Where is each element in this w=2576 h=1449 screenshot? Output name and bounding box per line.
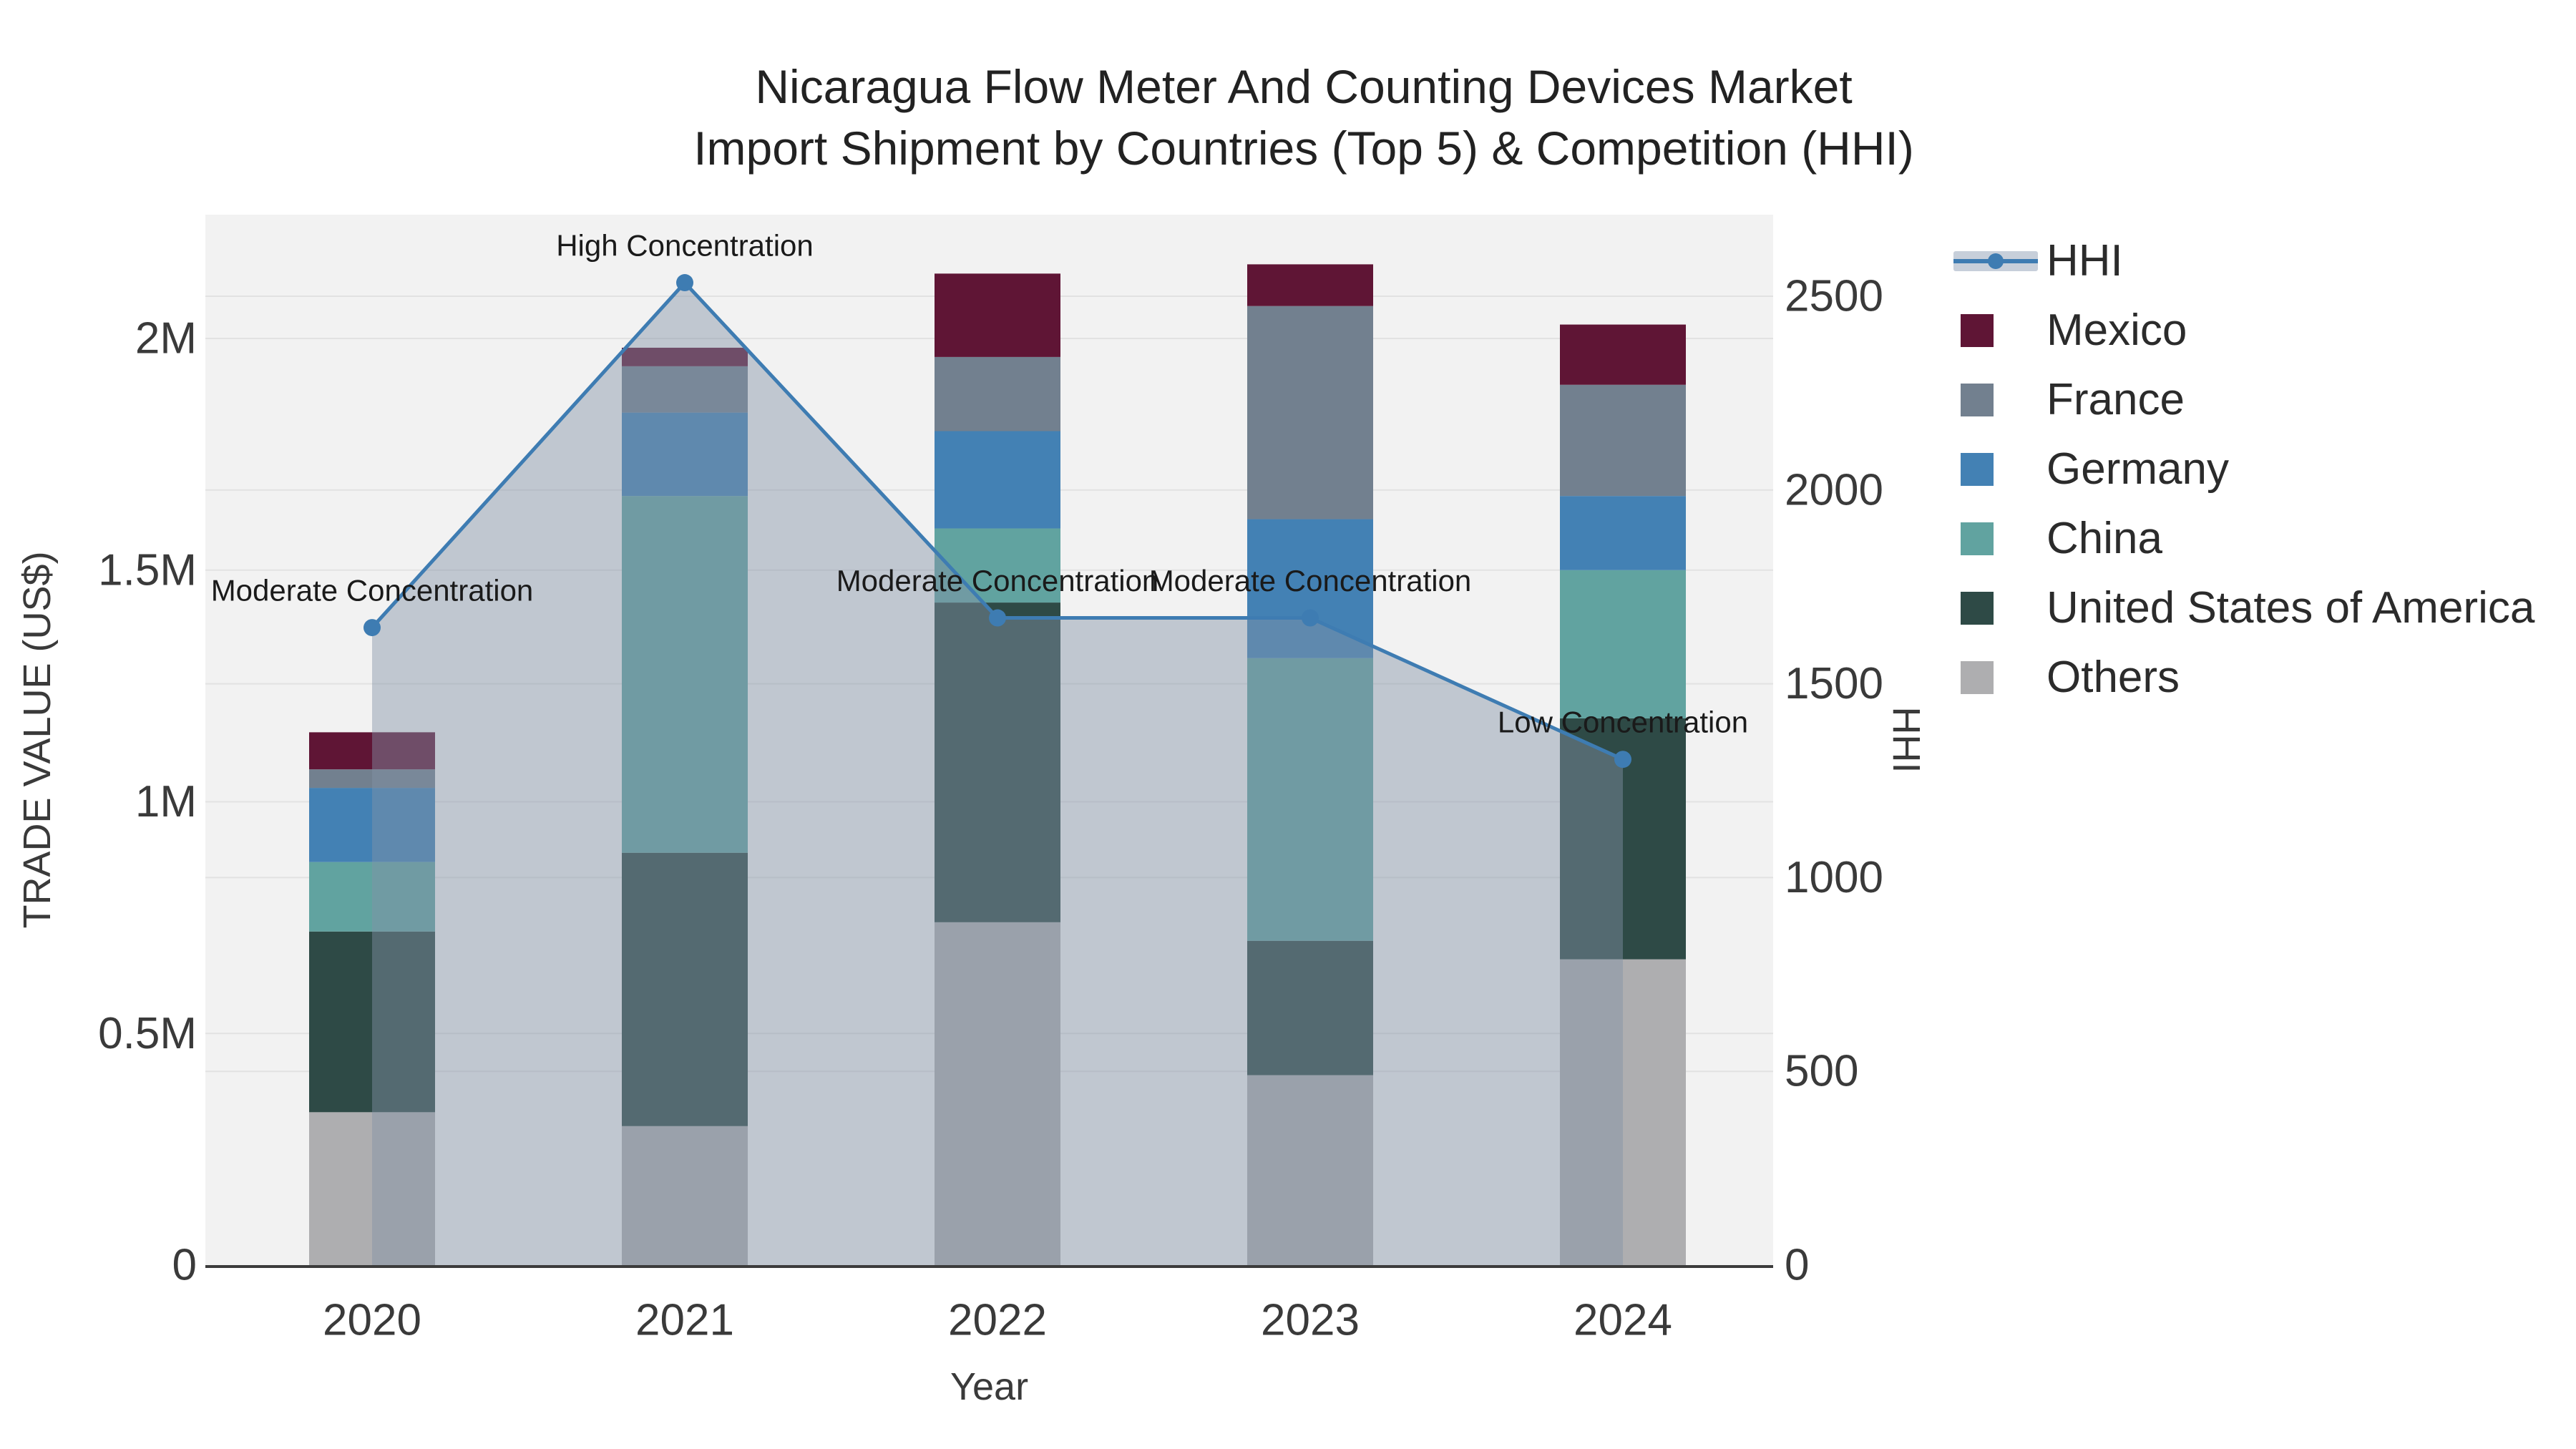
y-right-tick-500: 500	[1785, 1047, 1858, 1096]
legend-color-swatch	[1961, 591, 1994, 625]
bar-segment-others-2022[interactable]	[935, 922, 1060, 1265]
x-tick-2021: 2021	[635, 1296, 734, 1345]
legend-label: United States of America	[2046, 583, 2535, 633]
bar-segment-china-2021[interactable]	[622, 496, 748, 853]
y-right-tick-1000: 1000	[1785, 853, 1883, 902]
hhi-marker-2022[interactable]	[989, 609, 1006, 627]
y-right-tick-2000: 2000	[1785, 465, 1883, 514]
x-tick-2022: 2022	[948, 1296, 1047, 1345]
hhi-marker-2020[interactable]	[364, 619, 381, 637]
legend-item-others[interactable]: Others	[1953, 643, 2534, 712]
bar-segment-united-states-of-america-2020[interactable]	[309, 931, 435, 1113]
legend-color-swatch	[1961, 522, 1994, 555]
y-left-tick-1.5M: 1.5M	[98, 545, 197, 595]
bar-segment-germany-2021[interactable]	[622, 412, 748, 497]
y-right-tick-1500: 1500	[1785, 659, 1883, 708]
legend-swatch-icon	[1953, 311, 2038, 350]
y-left-tick-0: 0	[172, 1241, 197, 1290]
bar-segment-others-2020[interactable]	[309, 1112, 435, 1265]
y-right-axis-title: HHI	[1885, 707, 1928, 774]
legend-label: Others	[2046, 653, 2180, 702]
legend-item-france[interactable]: France	[1953, 365, 2534, 434]
legend-item-germany[interactable]: Germany	[1953, 434, 2534, 504]
bar-segment-france-2024[interactable]	[1560, 384, 1686, 497]
chart-title-line1: Nicaragua Flow Meter And Counting Device…	[755, 60, 1853, 113]
x-tick-2020: 2020	[323, 1296, 421, 1345]
legend-item-china[interactable]: China	[1953, 504, 2534, 573]
hhi-marker-sample	[1988, 253, 2004, 269]
legend-color-swatch	[1961, 660, 1994, 694]
bar-segment-others-2024[interactable]	[1560, 959, 1686, 1265]
legend-color-swatch	[1961, 383, 1994, 416]
hhi-area	[372, 283, 1623, 1266]
bar-segment-china-2022[interactable]	[935, 528, 1060, 603]
y-right-tick-2500: 2500	[1785, 272, 1883, 321]
bar-segment-united-states-of-america-2023[interactable]	[1247, 940, 1373, 1075]
annotation-2020: Moderate Concentration	[211, 574, 534, 608]
bar-segment-mexico-2020[interactable]	[309, 732, 435, 770]
legend-swatch-icon	[1953, 519, 2038, 558]
bar-segment-united-states-of-america-2021[interactable]	[622, 852, 748, 1126]
bar-segment-united-states-of-america-2022[interactable]	[935, 602, 1060, 922]
y-left-tick-1M: 1M	[135, 777, 197, 826]
bar-segment-china-2023[interactable]	[1247, 658, 1373, 941]
x-tick-2023: 2023	[1261, 1296, 1360, 1345]
legend-swatch-icon	[1953, 658, 2038, 697]
annotation-2022: Moderate Concentration	[836, 564, 1159, 597]
bar-segment-france-2023[interactable]	[1247, 306, 1373, 519]
bar-segment-mexico-2021[interactable]	[622, 347, 748, 366]
annotation-2021: High Concentration	[556, 229, 814, 263]
y-left-tick-2M: 2M	[135, 314, 197, 364]
hhi-marker-2021[interactable]	[676, 274, 693, 292]
bar-segment-mexico-2024[interactable]	[1560, 324, 1686, 385]
legend-color-swatch	[1961, 452, 1994, 486]
legend-item-united-states-of-america[interactable]: United States of America	[1953, 573, 2534, 643]
bar-segment-mexico-2023[interactable]	[1247, 264, 1373, 306]
bar-segment-germany-2024[interactable]	[1560, 496, 1686, 570]
legend-swatch-icon	[1953, 381, 2038, 419]
bar-segment-mexico-2022[interactable]	[935, 273, 1060, 357]
y-left-axis-title: TRADE VALUE (US$)	[16, 551, 59, 928]
legend-swatch-icon	[1953, 589, 2038, 628]
legend-label: HHI	[2046, 236, 2123, 286]
bar-segment-germany-2020[interactable]	[309, 788, 435, 862]
bar-segment-france-2021[interactable]	[622, 366, 748, 413]
legend-line-sample-icon	[1953, 242, 2038, 280]
chart-title-line2: Import Shipment by Countries (Top 5) & C…	[693, 122, 1914, 175]
legend-swatch-icon	[1953, 450, 2038, 489]
bar-segment-france-2022[interactable]	[935, 356, 1060, 431]
bar-segment-others-2021[interactable]	[622, 1126, 748, 1265]
y-right-tick-0: 0	[1785, 1241, 1809, 1290]
annotation-2024: Low Concentration	[1498, 706, 1748, 739]
legend-item-hhi[interactable]: HHI	[1953, 226, 2534, 296]
legend-label: France	[2046, 375, 2185, 424]
legend: HHI Mexico France Germany China United States…	[1953, 226, 2534, 712]
bar-segment-china-2024[interactable]	[1560, 570, 1686, 718]
y-left-tick-0.5M: 0.5M	[98, 1009, 197, 1058]
x-tick-2024: 2024	[1574, 1296, 1672, 1345]
hhi-marker-2024[interactable]	[1614, 751, 1631, 769]
bar-segment-france-2020[interactable]	[309, 769, 435, 789]
legend-label: China	[2046, 514, 2162, 563]
legend-label: Germany	[2046, 444, 2229, 494]
legend-item-mexico[interactable]: Mexico	[1953, 296, 2534, 365]
legend-color-swatch	[1961, 313, 1994, 347]
bar-segment-china-2020[interactable]	[309, 862, 435, 932]
bar-segment-others-2023[interactable]	[1247, 1075, 1373, 1265]
hhi-marker-2023[interactable]	[1302, 609, 1319, 627]
annotation-2023: Moderate Concentration	[1149, 564, 1472, 597]
chart-title: Nicaragua Flow Meter And Counting Device…	[693, 56, 1914, 179]
x-axis-title: Year	[950, 1365, 1028, 1408]
bar-segment-germany-2022[interactable]	[935, 431, 1060, 529]
legend-label: Mexico	[2046, 306, 2187, 355]
